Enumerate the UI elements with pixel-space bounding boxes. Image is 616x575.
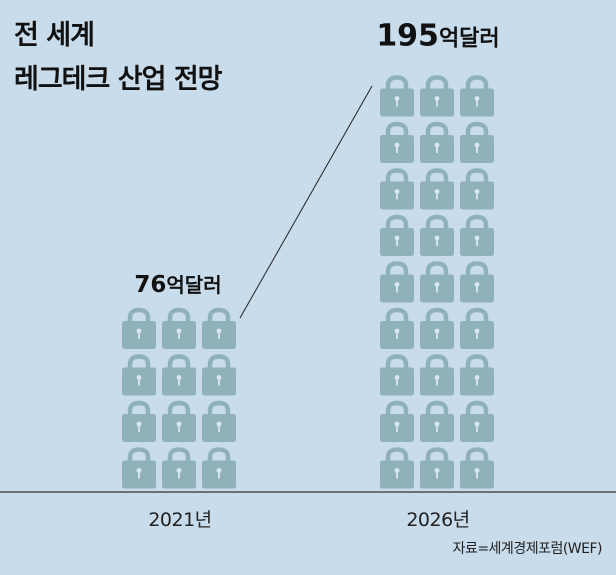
- lock-icon: [380, 400, 414, 442]
- lock-icon: [460, 447, 494, 489]
- lock-icon: [380, 214, 414, 256]
- lock-icon: [202, 447, 236, 489]
- value-unit-1: 억달러: [439, 27, 500, 52]
- title-line-2: 레그테크 산업 전망: [14, 64, 223, 95]
- lock-icon: [460, 121, 494, 163]
- lock-icon: [122, 354, 156, 396]
- lock-icon: [380, 168, 414, 210]
- lock-icon: [420, 168, 454, 210]
- lock-icon: [380, 354, 414, 396]
- lock-icon: [420, 400, 454, 442]
- x-tick-label-1: 2026년: [406, 509, 469, 531]
- lock-icon: [162, 400, 196, 442]
- x-tick-label-0: 2021년: [148, 509, 211, 531]
- lock-icon: [122, 307, 156, 349]
- lock-icon: [420, 75, 454, 117]
- lock-icon: [420, 261, 454, 303]
- lock-icon: [460, 168, 494, 210]
- title-line-1: 전 세계: [14, 20, 95, 51]
- lock-icon: [202, 307, 236, 349]
- value-number-1: 195: [376, 19, 439, 54]
- bar-1: [380, 75, 494, 489]
- lock-icon: [460, 400, 494, 442]
- lock-icon: [460, 261, 494, 303]
- lock-icon: [420, 354, 454, 396]
- value-number-0: 76: [134, 272, 166, 298]
- lock-icon: [420, 121, 454, 163]
- lock-icon: [420, 447, 454, 489]
- lock-icon: [122, 400, 156, 442]
- lock-icon: [380, 447, 414, 489]
- lock-icon: [380, 261, 414, 303]
- lock-icon: [460, 214, 494, 256]
- lock-icon: [162, 354, 196, 396]
- value-label-0: 76억달러: [134, 272, 221, 298]
- chart-title: 전 세계 레그테크 산업 전망: [14, 14, 223, 102]
- lock-icon: [380, 121, 414, 163]
- lock-icon: [420, 214, 454, 256]
- lock-icon: [380, 307, 414, 349]
- lock-icon: [460, 75, 494, 117]
- value-unit-0: 억달러: [166, 273, 221, 297]
- lock-icon: [420, 307, 454, 349]
- bar-0: [122, 307, 236, 489]
- lock-icon: [162, 307, 196, 349]
- lock-icon: [460, 307, 494, 349]
- trend-connector-line: [239, 85, 373, 319]
- lock-icon: [202, 354, 236, 396]
- lock-icon: [460, 354, 494, 396]
- lock-icon: [122, 447, 156, 489]
- lock-icon: [202, 400, 236, 442]
- source-note: 자료=세계경제포럼(WEF): [452, 541, 603, 557]
- lock-icon: [380, 75, 414, 117]
- value-label-1: 195억달러: [376, 19, 499, 54]
- lock-icon: [162, 447, 196, 489]
